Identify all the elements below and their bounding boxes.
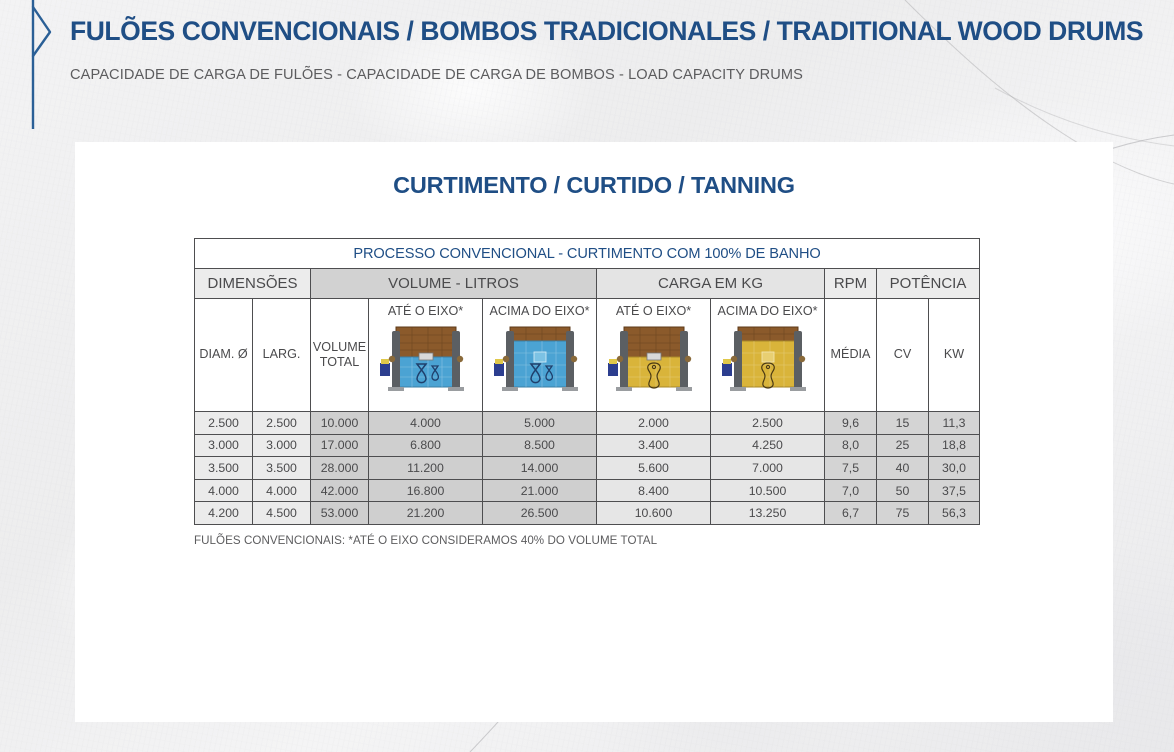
cell-diam: 3.500 <box>194 456 253 480</box>
page-title: FULÕES CONVENCIONAIS / BOMBOS TRADICIONA… <box>70 16 1144 46</box>
table-row: 4.000 4.000 42.000 16.800 21.000 8.400 1… <box>194 478 981 503</box>
subheader-kw: KW <box>927 298 981 412</box>
cell-rpm: 9,6 <box>824 411 877 435</box>
cell-vol-acima: 5.000 <box>482 411 597 435</box>
cell-volume-total: 28.000 <box>310 456 369 480</box>
cell-diam: 2.500 <box>194 411 253 435</box>
cell-larg: 4.500 <box>252 501 311 525</box>
subheader-carga-ate-eixo: ATÉ O EIXO* <box>596 298 711 412</box>
cell-carga-acima: 13.250 <box>710 501 825 525</box>
cell-larg: 3.000 <box>252 433 311 458</box>
cell-carga-ate: 5.600 <box>596 456 711 480</box>
group-header-volume: VOLUME - LITROS <box>310 268 597 299</box>
table-banner-row: PROCESSO CONVENCIONAL - CURTIMENTO COM 1… <box>193 238 981 269</box>
cell-carga-ate: 3.400 <box>596 433 711 458</box>
cell-kw: 18,8 <box>927 433 981 458</box>
subheader-volume-acima-eixo: ACIMA DO EIXO* <box>482 298 597 412</box>
cell-rpm: 7,5 <box>824 456 877 480</box>
cell-cv: 40 <box>876 456 929 480</box>
cell-carga-ate: 8.400 <box>596 478 711 503</box>
cell-vol-ate: 6.800 <box>368 433 483 458</box>
cell-volume-total: 42.000 <box>310 478 369 503</box>
table-row: 3.500 3.500 28.000 11.200 14.000 5.600 7… <box>194 456 981 480</box>
section-title: CURTIMENTO / CURTIDO / TANNING <box>393 172 795 198</box>
cell-vol-acima: 14.000 <box>482 456 597 480</box>
page-subtitle: CAPACIDADE DE CARGA DE FULÕES - CAPACIDA… <box>70 67 803 84</box>
table-row: 2.500 2.500 10.000 4.000 5.000 2.000 2.5… <box>194 411 981 435</box>
cell-vol-acima: 21.000 <box>482 478 597 503</box>
drum-water-above-axle-icon <box>493 326 578 391</box>
table-footnote: FULÕES CONVENCIONAIS: *ATÉ O EIXO CONSID… <box>194 533 658 547</box>
table-row: 4.200 4.500 53.000 21.200 26.500 10.600 … <box>194 501 981 525</box>
subheader-largura: LARG. <box>252 298 311 412</box>
cell-larg: 2.500 <box>252 411 311 435</box>
cell-vol-ate: 11.200 <box>368 456 483 480</box>
spec-table-container: PROCESSO CONVENCIONAL - CURTIMENTO COM 1… <box>193 238 981 547</box>
cell-vol-acima: 26.500 <box>482 501 597 525</box>
subheader-volume-total: VOLUME TOTAL <box>310 298 369 412</box>
cell-volume-total: 10.000 <box>310 411 369 435</box>
cell-vol-ate: 4.000 <box>368 411 483 435</box>
table-subheader-row: DIAM. Ø LARG. VOLUME TOTAL ATÉ O EIXO* <box>194 298 981 412</box>
group-header-dimensoes: DIMENSÕES <box>194 268 311 299</box>
process-banner: PROCESSO CONVENCIONAL - CURTIMENTO COM 1… <box>193 238 981 269</box>
cell-cv: 25 <box>876 433 929 458</box>
cell-cv: 15 <box>876 411 929 435</box>
cell-larg: 4.000 <box>252 478 311 503</box>
table-body: 2.500 2.500 10.000 4.000 5.000 2.000 2.5… <box>194 411 981 525</box>
table-group-header-row: DIMENSÕES VOLUME - LITROS CARGA EM KG RP… <box>194 268 981 299</box>
cell-vol-ate: 16.800 <box>368 478 483 503</box>
content-panel: CURTIMENTO / CURTIDO / TANNING PROCESSO … <box>75 142 1113 722</box>
cell-rpm: 8,0 <box>824 433 877 458</box>
cell-rpm: 7,0 <box>824 478 877 503</box>
load-capacity-table: PROCESSO CONVENCIONAL - CURTIMENTO COM 1… <box>193 238 981 525</box>
table-row: 3.000 3.000 17.000 6.800 8.500 3.400 4.2… <box>194 433 981 458</box>
subheader-media: MÉDIA <box>824 298 877 412</box>
cell-cv: 75 <box>876 501 929 525</box>
cell-vol-acima: 8.500 <box>482 433 597 458</box>
cell-carga-acima: 2.500 <box>710 411 825 435</box>
cell-cv: 50 <box>876 478 929 503</box>
cell-carga-acima: 7.000 <box>710 456 825 480</box>
subheader-diametro: DIAM. Ø <box>194 298 253 412</box>
cell-carga-acima: 10.500 <box>710 478 825 503</box>
cell-volume-total: 17.000 <box>310 433 369 458</box>
drum-water-at-axle-icon <box>379 326 464 391</box>
group-header-carga: CARGA EM KG <box>596 268 825 299</box>
cell-carga-acima: 4.250 <box>710 433 825 458</box>
drum-hide-above-axle-icon <box>721 326 806 391</box>
cell-volume-total: 53.000 <box>310 501 369 525</box>
subheader-volume-ate-eixo: ATÉ O EIXO* <box>368 298 483 412</box>
cell-kw: 56,3 <box>927 501 981 525</box>
cell-carga-ate: 10.600 <box>596 501 711 525</box>
cell-diam: 3.000 <box>194 433 253 458</box>
cell-diam: 4.200 <box>194 501 253 525</box>
cell-carga-ate: 2.000 <box>596 411 711 435</box>
drum-hide-at-axle-icon <box>607 326 692 391</box>
group-header-rpm: RPM <box>824 268 877 299</box>
document-header: FULÕES CONVENCIONAIS / BOMBOS TRADICIONA… <box>70 16 1174 83</box>
chevron-accent-icon <box>31 0 52 129</box>
cell-diam: 4.000 <box>194 478 253 503</box>
cell-vol-ate: 21.200 <box>368 501 483 525</box>
subheader-cv: CV <box>876 298 929 412</box>
cell-rpm: 6,7 <box>824 501 877 525</box>
cell-larg: 3.500 <box>252 456 311 480</box>
subheader-carga-acima-eixo: ACIMA DO EIXO* <box>710 298 825 412</box>
group-header-potencia: POTÊNCIA <box>875 268 981 299</box>
cell-kw: 37,5 <box>927 478 981 503</box>
cell-kw: 11,3 <box>927 411 981 435</box>
cell-kw: 30,0 <box>927 456 981 480</box>
